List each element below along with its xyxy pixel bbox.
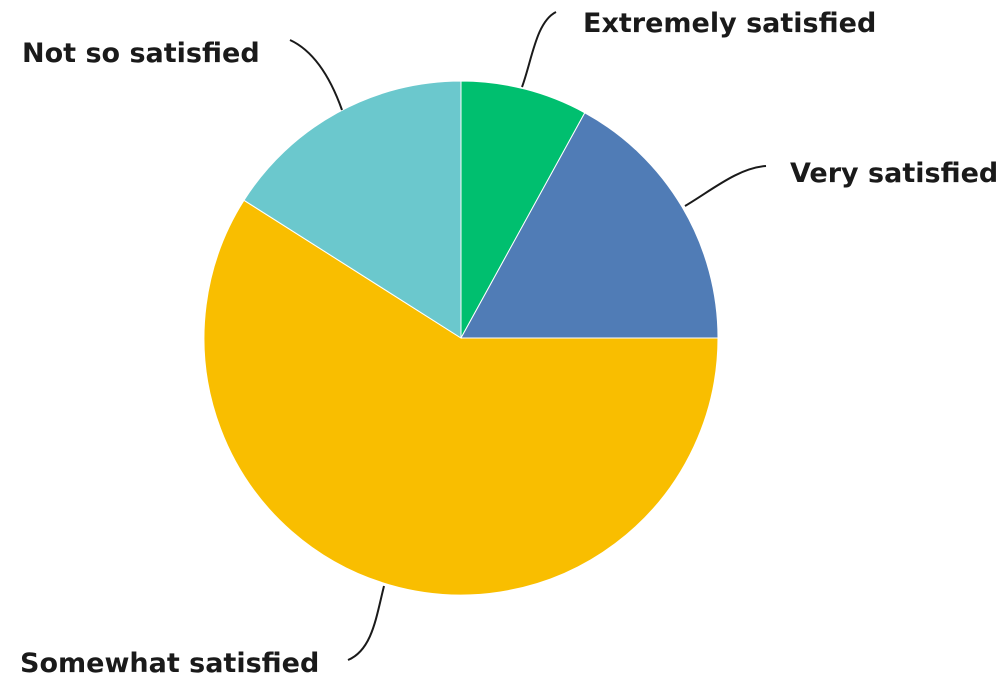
slice-label-very-satisfied: Very satisfied — [790, 158, 998, 189]
labels-layer: Extremely satisfied Very satisfied Somewha… — [20, 8, 998, 679]
slice-label-somewhat-satisfied: Somewhat satisfied — [20, 648, 319, 679]
pie-slice-extremely-satisfied — [460, 80, 586, 339]
slices-layer — [203, 80, 719, 596]
leader-line-not-so-satisfied — [289, 39, 343, 111]
leaders-layer — [289, 11, 767, 661]
leader-line-somewhat-satisfied — [347, 585, 385, 661]
pie-slice-not-so-satisfied — [243, 80, 462, 339]
slice-label-not-so-satisfied: Not so satisfied — [22, 38, 260, 69]
pie-slice-very-satisfied — [460, 112, 719, 339]
leader-line-very-satisfied — [684, 165, 767, 207]
leader-line-extremely-satisfied — [521, 11, 557, 88]
slice-label-extremely-satisfied: Extremely satisfied — [583, 8, 876, 39]
pie-slice-somewhat-satisfied — [203, 199, 719, 596]
